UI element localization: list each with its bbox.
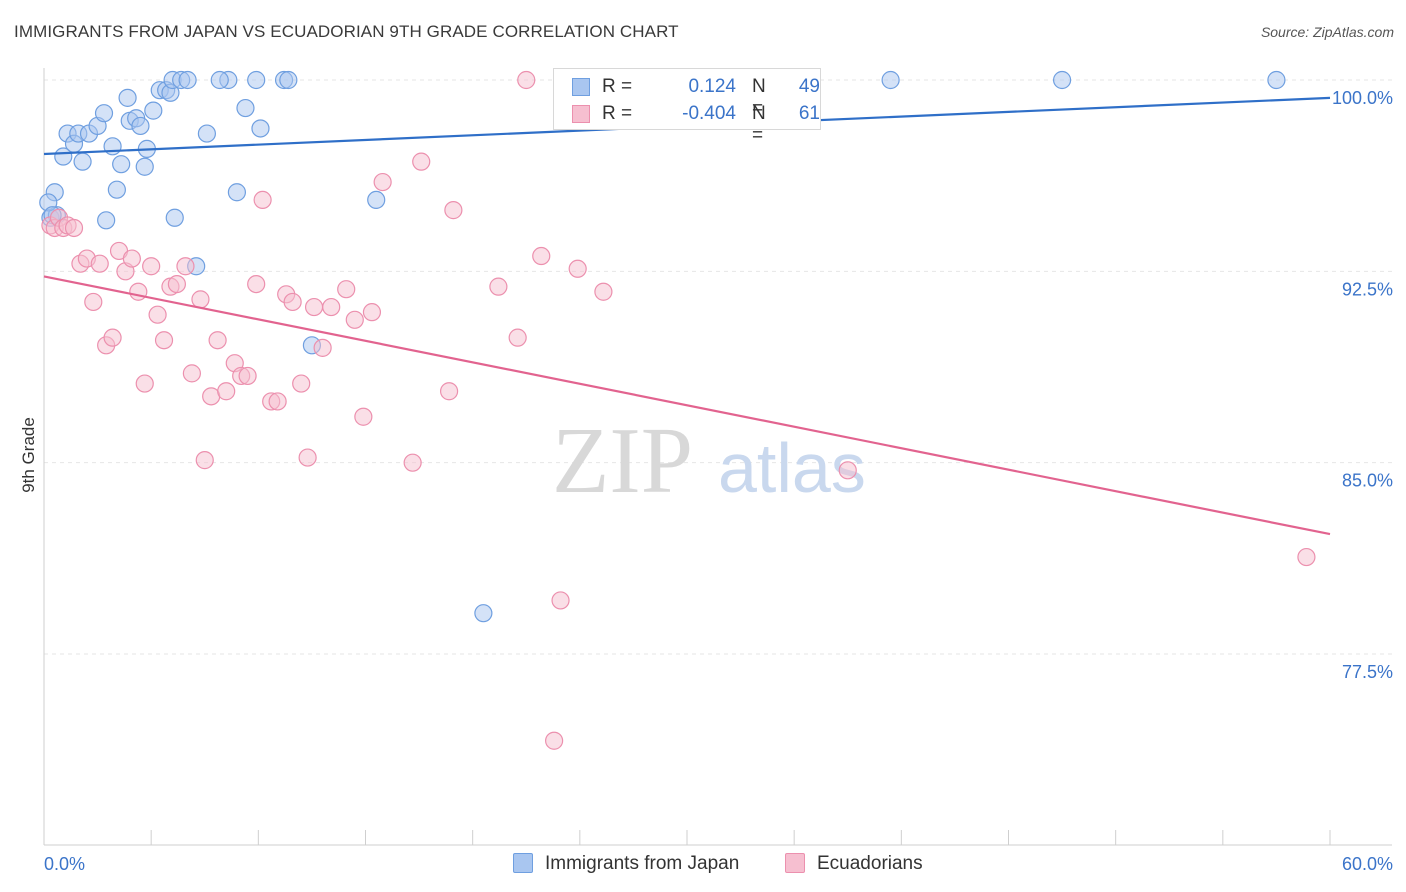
data-point-japan — [251, 119, 270, 138]
data-point-japan — [881, 70, 900, 90]
chart-source: Source: ZipAtlas.com — [1260, 24, 1394, 40]
data-point-ecuador — [532, 246, 551, 266]
data-point-ecuador — [182, 364, 201, 383]
data-point-ecuador — [551, 591, 570, 610]
data-point-japan — [94, 104, 114, 123]
y-tick-label: 85.0% — [1342, 471, 1393, 491]
data-point-ecuador — [217, 382, 236, 401]
data-point-ecuador — [176, 257, 195, 276]
data-point-ecuador — [337, 280, 356, 299]
data-point-ecuador — [517, 70, 536, 90]
data-point-ecuador — [838, 461, 857, 480]
data-point-ecuador — [298, 448, 317, 467]
data-point-japan — [107, 180, 126, 199]
data-point-ecuador — [568, 259, 587, 278]
data-point-ecuador — [283, 292, 302, 312]
data-point-ecuador — [508, 328, 527, 347]
data-point-ecuador — [313, 338, 332, 357]
data-point-ecuador — [594, 282, 613, 301]
trend-line-ecuador — [43, 275, 1331, 536]
y-axis-label: 9th Grade — [19, 417, 38, 493]
data-point-ecuador — [304, 297, 324, 317]
data-point-japan — [279, 70, 298, 90]
data-point-ecuador — [354, 407, 373, 426]
data-point-japan — [131, 116, 150, 136]
data-point-ecuador — [373, 172, 392, 192]
bottom-legend-swatch-japan — [513, 853, 533, 873]
legend-n-value-japan: 49 — [798, 76, 820, 97]
legend-r-label: R = — [602, 76, 633, 97]
legend-swatch-japan — [572, 78, 590, 96]
data-point-ecuador — [103, 328, 122, 347]
data-point-japan — [144, 101, 163, 120]
data-point-ecuador — [253, 190, 272, 210]
data-point-ecuador — [247, 274, 266, 294]
data-point-ecuador — [403, 453, 422, 472]
data-point-japan — [1052, 70, 1072, 90]
correlation-legend: R = 0.124 N = 49 R = -0.404 N = 61 — [553, 68, 821, 146]
data-point-japan — [165, 208, 184, 227]
data-point-ecuador — [154, 331, 174, 350]
x-tick-label-max: 60.0% — [1342, 854, 1393, 874]
data-point-ecuador — [1297, 547, 1316, 567]
data-point-japan — [367, 190, 386, 210]
data-point-japan — [474, 604, 493, 623]
legend-r-value-japan: 0.124 — [688, 76, 736, 97]
legend-swatch-ecuador — [572, 105, 590, 123]
data-point-japan — [118, 88, 137, 107]
chart-title: IMMIGRANTS FROM JAPAN VS ECUADORIAN 9TH … — [14, 22, 679, 41]
data-point-ecuador — [135, 374, 154, 393]
data-point-ecuador — [84, 292, 103, 312]
data-point-ecuador — [292, 374, 311, 393]
data-point-ecuador — [345, 310, 364, 329]
data-point-japan — [236, 98, 255, 118]
data-point-ecuador — [489, 277, 508, 296]
data-point-japan — [1267, 70, 1286, 90]
data-point-ecuador — [129, 282, 148, 301]
y-tick-label: 77.5% — [1342, 662, 1393, 682]
data-point-ecuador — [167, 274, 186, 294]
data-point-ecuador — [195, 451, 214, 470]
data-point-japan — [73, 152, 92, 171]
data-point-japan — [210, 70, 229, 90]
y-tick-label: 100.0% — [1332, 88, 1393, 108]
data-point-ecuador — [122, 249, 141, 268]
bottom-legend-swatch-ecuador — [785, 853, 805, 873]
data-point-japan — [112, 155, 131, 174]
y-tick-label: 92.5% — [1342, 279, 1393, 299]
watermark-zip: ZIP — [552, 409, 693, 513]
legend-n-label: N = — [752, 76, 766, 119]
legend-r-label: R = — [602, 103, 633, 124]
data-point-ecuador — [268, 392, 287, 411]
legend-n-label: N = — [752, 103, 766, 146]
data-point-ecuador — [191, 290, 210, 309]
data-point-ecuador — [444, 201, 463, 220]
data-point-ecuador — [412, 152, 431, 171]
data-point-ecuador — [64, 218, 84, 238]
bottom-legend-label-japan: Immigrants from Japan — [545, 853, 740, 874]
data-point-ecuador — [545, 731, 564, 750]
data-point-japan — [135, 157, 154, 176]
legend-n-value-ecuador: 61 — [798, 103, 820, 124]
data-point-ecuador — [322, 297, 341, 317]
data-point-japan — [197, 124, 216, 143]
data-point-japan — [97, 211, 116, 230]
data-point-ecuador — [148, 305, 167, 324]
data-point-japan — [178, 70, 197, 90]
legend-r-value-ecuador: -0.404 — [682, 103, 736, 124]
data-point-ecuador — [362, 303, 382, 322]
data-point-ecuador — [208, 331, 227, 350]
data-point-ecuador — [142, 257, 161, 276]
bottom-legend-label-ecuador: Ecuadorians — [817, 853, 923, 874]
data-point-japan — [227, 183, 246, 202]
data-point-ecuador — [439, 382, 459, 401]
data-point-japan — [247, 70, 266, 90]
data-point-ecuador — [238, 366, 257, 386]
data-point-ecuador — [90, 254, 109, 273]
x-tick-label-min: 0.0% — [44, 854, 85, 874]
